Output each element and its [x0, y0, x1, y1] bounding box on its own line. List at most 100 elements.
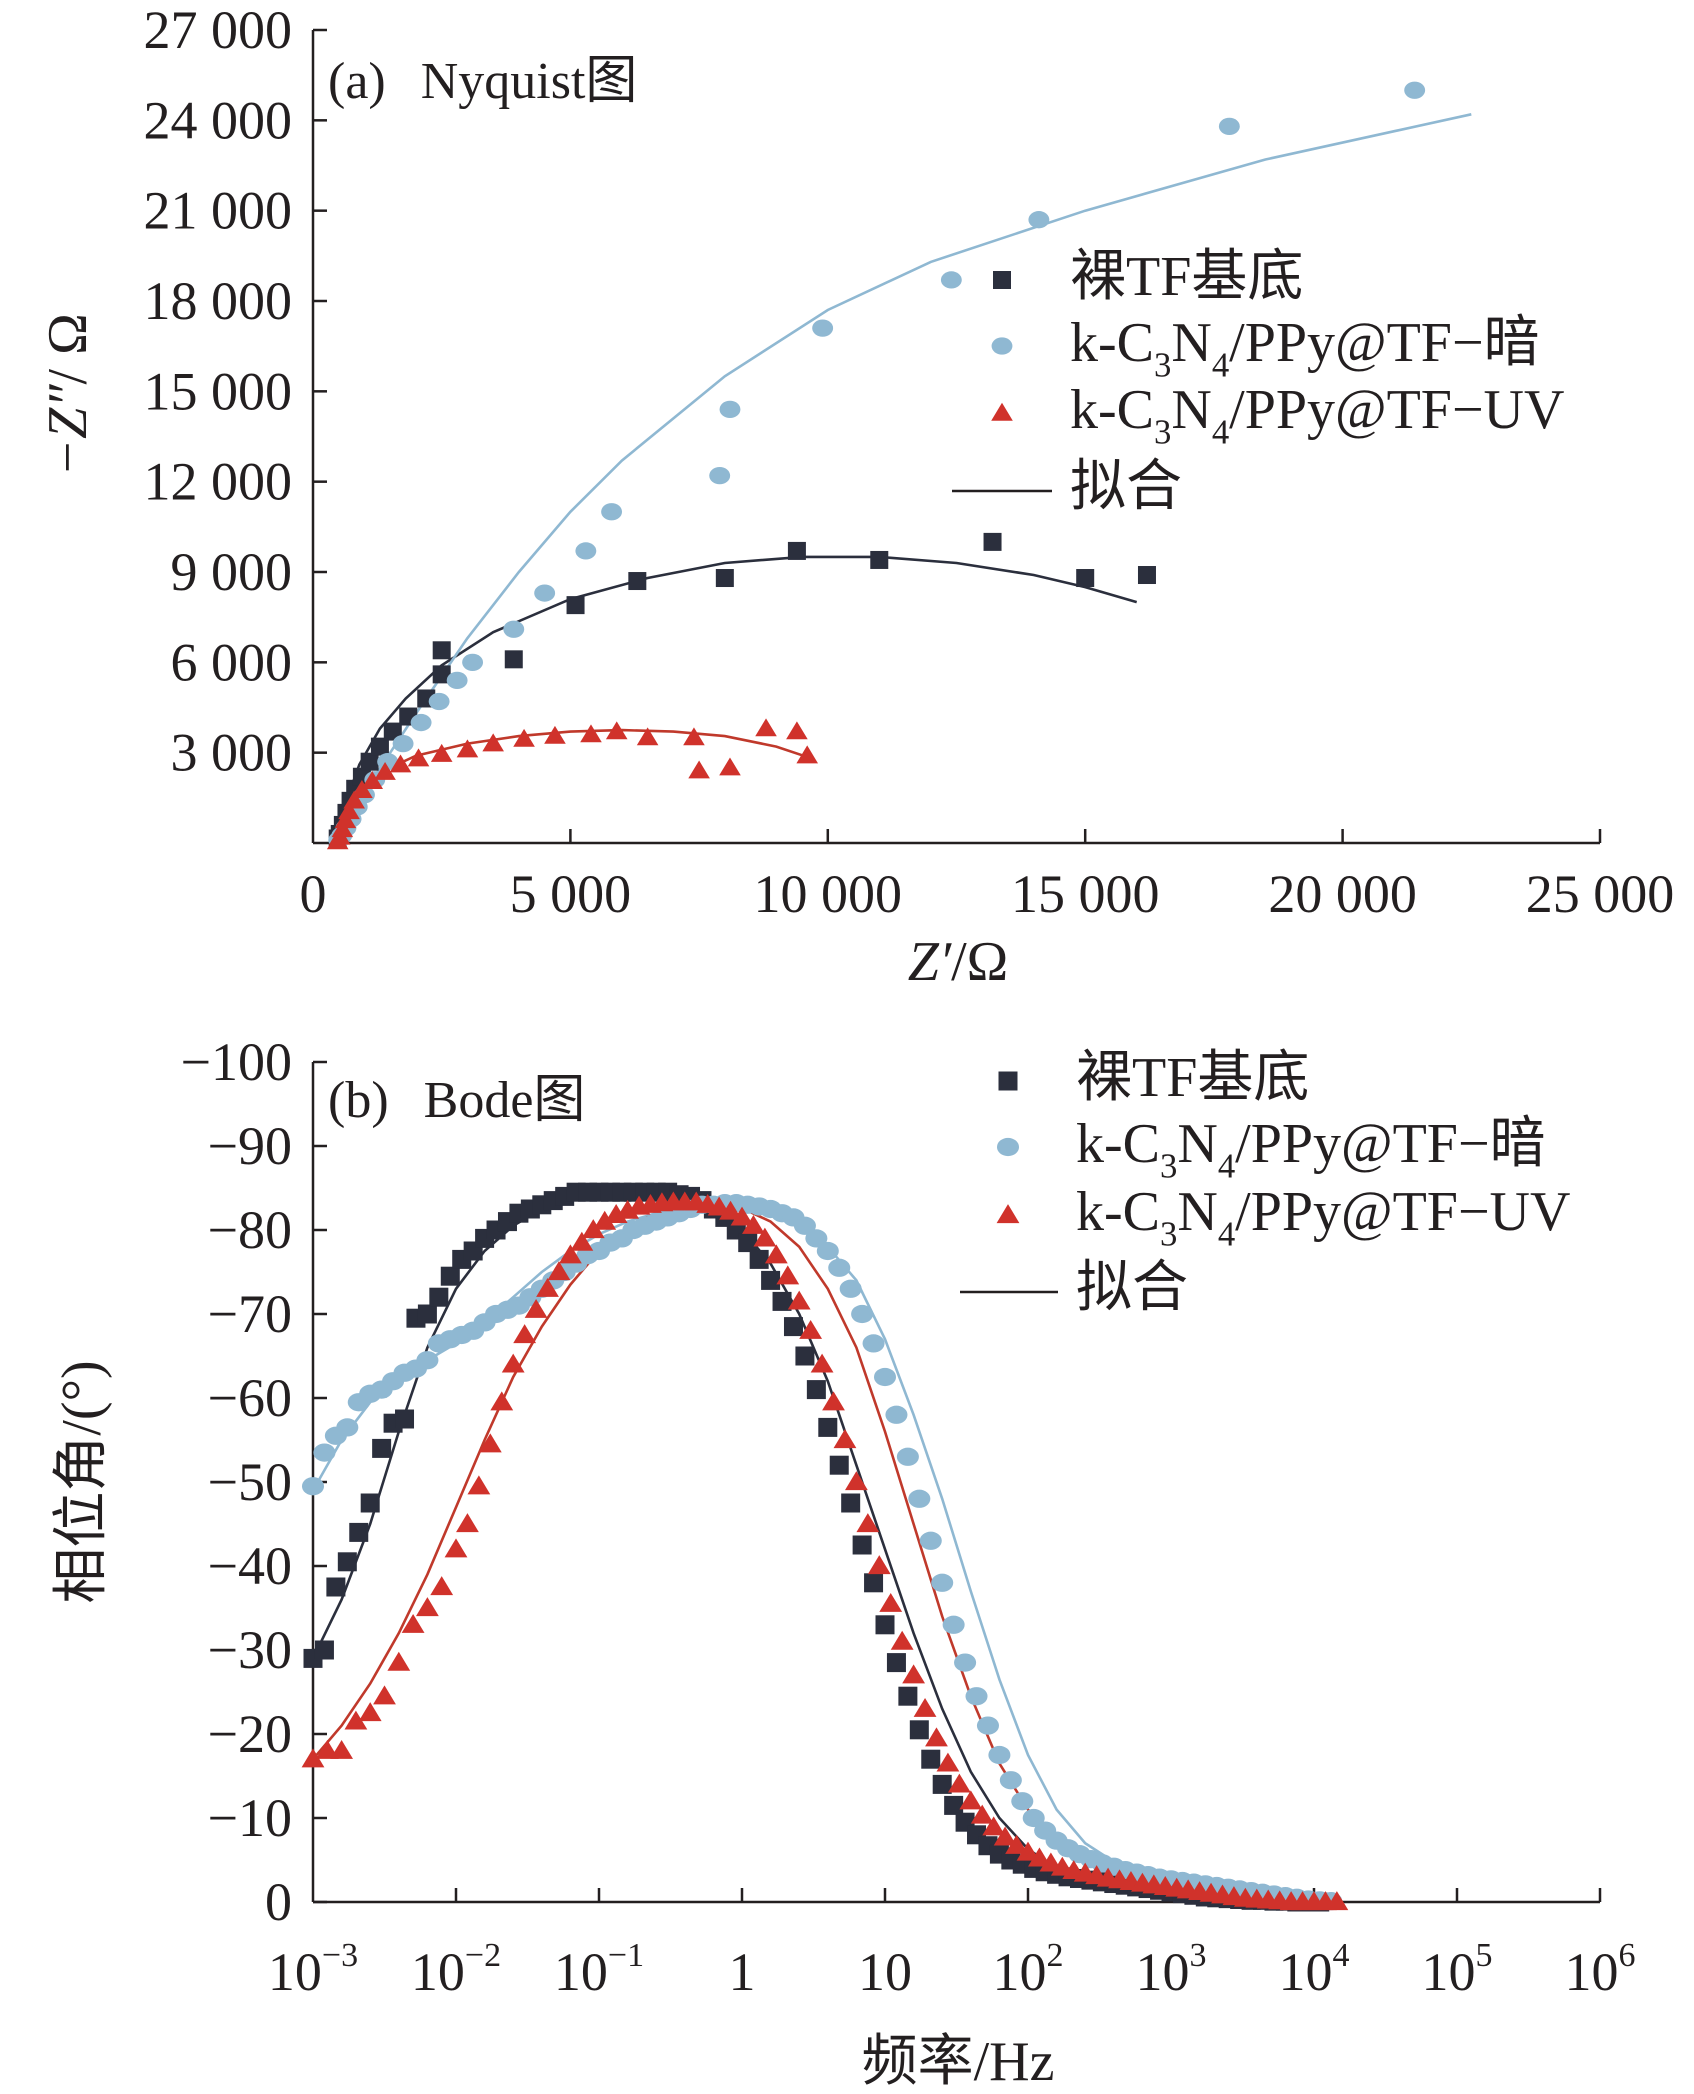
nyquist-x-label: Z′/Ω — [908, 931, 1009, 993]
bode-title: Bode图 — [424, 1072, 586, 1129]
nyquist-y-tick-label: 24 000 — [144, 90, 293, 150]
bode-point-uv — [373, 1685, 396, 1705]
bode-point-bare — [761, 1270, 781, 1290]
nyquist-legend-label-dark-part: 3 — [1154, 346, 1171, 385]
nyquist-x-tick-label: 0 — [300, 864, 327, 924]
nyquist-point-bare — [1076, 569, 1095, 588]
nyquist-point-uv — [719, 757, 741, 776]
bode-y-tick-label: −50 — [208, 1452, 292, 1512]
nyquist-panel-label: (a) Nyquist图 — [328, 53, 637, 110]
nyquist-point-dark — [410, 713, 432, 732]
bode-x-tick-base: 10 — [1422, 1942, 1476, 2002]
bode-x-tick-label: 105 — [1422, 1937, 1493, 2002]
bode-point-bare — [841, 1493, 861, 1513]
nyquist-point-uv — [374, 761, 396, 780]
nyquist-point-uv — [544, 725, 566, 744]
bode-point-uv — [810, 1353, 834, 1373]
nyquist-point-uv — [786, 721, 808, 740]
bode-point-bare — [806, 1380, 826, 1400]
bode-point-dark — [896, 1447, 919, 1466]
bode-point-bare — [349, 1522, 369, 1542]
nyquist-point-dark — [601, 503, 623, 521]
nyquist-point-dark — [446, 671, 468, 690]
bode-point-uv — [947, 1773, 971, 1793]
bode-point-dark — [805, 1229, 828, 1248]
bode-x-tick-exp: 5 — [1476, 1937, 1493, 1974]
bode-x-tick-base: 10 — [554, 1942, 608, 2002]
bode-x-tick-base: 10 — [858, 1942, 912, 2002]
bode-y-tick-label: −80 — [208, 1200, 292, 1260]
bode-point-uv — [330, 1739, 353, 1759]
bode-point-bare — [326, 1577, 346, 1597]
bode-x-tick-exp: 6 — [1619, 1937, 1636, 1974]
bode-legend-label-bare: 裸TF基底 — [1076, 1047, 1309, 1109]
bode-point-bare — [864, 1573, 884, 1593]
nyquist-point-dark — [1404, 81, 1426, 99]
bode-fit-lines — [311, 1190, 1343, 1904]
bode-x-tick-label: 102 — [993, 1937, 1064, 2002]
nyquist-legend-label-uv-part: 3 — [1154, 413, 1171, 452]
bode-point-dark — [919, 1531, 942, 1550]
bode-point-uv — [787, 1290, 811, 1310]
bode-point-uv — [344, 1710, 368, 1730]
bode-point-bare — [417, 1304, 437, 1324]
bode-point-uv — [593, 1210, 617, 1230]
nyquist-point-dark — [503, 620, 525, 638]
nyquist-x-tick-label: 25 000 — [1526, 864, 1675, 924]
bode-x-tick-label: 103 — [1136, 1937, 1207, 2002]
nyquist-legend-label-uv-part: k-C — [1070, 379, 1154, 441]
bode-point-bare — [360, 1493, 380, 1513]
nyquist-point-bare — [870, 550, 889, 569]
bode-point-uv — [547, 1261, 571, 1281]
bode-y-tick-label: −20 — [208, 1704, 292, 1764]
bode-point-uv — [1016, 1841, 1040, 1861]
nyquist-point-bare — [1137, 566, 1156, 585]
bode-point-uv — [993, 1826, 1017, 1846]
bode-point-dark — [839, 1279, 862, 1298]
nyquist-point-bare — [787, 541, 806, 560]
bode-point-dark — [965, 1687, 988, 1706]
nyquist-point-uv — [407, 748, 430, 767]
bode-panel-letter: (b) — [328, 1072, 389, 1129]
bode-point-uv — [416, 1597, 439, 1617]
bode-y-tick-label: −40 — [208, 1536, 292, 1596]
bode-point-uv — [1325, 1891, 1349, 1911]
bode-legend-label-dark-part: 3 — [1160, 1147, 1177, 1186]
bode-legend-label-uv: k-C3N4/PPy@TF−UV — [1076, 1181, 1570, 1254]
nyquist-fit-bare-line — [336, 555, 1138, 839]
nyquist-y-label: −Z″/ Ω — [37, 313, 99, 476]
bode-legend-label-uv-part: /PPy@TF−UV — [1235, 1181, 1570, 1243]
nyquist-legend-marker-bare — [993, 271, 1011, 289]
bode-point-uv — [936, 1752, 960, 1772]
bode-point-uv — [570, 1231, 594, 1251]
bode-point-uv — [536, 1277, 559, 1297]
nyquist-point-uv — [334, 810, 357, 829]
bode-point-dark — [976, 1716, 999, 1735]
bode-x-tick-label: 1 — [729, 1942, 756, 2002]
bode-y-tick-label: 0 — [265, 1872, 292, 1932]
bode-legend-label-uv-part: 4 — [1218, 1215, 1235, 1254]
nyquist-x-tick-label: 15 000 — [1011, 864, 1160, 924]
nyquist-legend-label-uv-part: /PPy@TF−UV — [1229, 379, 1564, 441]
bode-point-uv — [1028, 1847, 1051, 1867]
bode-point-uv — [467, 1475, 491, 1495]
bode-point-uv — [430, 1576, 454, 1596]
nyquist-title: Nyquist图 — [421, 53, 638, 110]
nyquist-point-dark — [709, 467, 731, 485]
nyquist-legend-label-dark-part: 4 — [1212, 346, 1229, 385]
bode-point-uv — [959, 1790, 983, 1810]
bode-x-tick-exp: 4 — [1333, 1937, 1350, 1974]
bode-point-bare — [886, 1653, 906, 1673]
nyquist-legend-label-dark-part: k-C — [1070, 312, 1154, 374]
bode-legend-label-dark-part: 4 — [1218, 1147, 1235, 1186]
bode-point-uv — [1005, 1834, 1028, 1854]
bode-point-dark — [942, 1615, 965, 1634]
bode-y-tick-label: −30 — [208, 1620, 292, 1680]
bode-point-bare — [921, 1749, 941, 1769]
bode-x-label: 频率/Hz — [862, 2031, 1055, 2093]
nyquist-point-dark — [575, 542, 597, 560]
bode-point-bare — [772, 1291, 792, 1311]
bode-plot: 10−3 10−2 10−1 1 10 102 103 104 105 106 0−10−20−3… — [51, 1032, 1636, 2093]
bode-point-uv — [456, 1513, 479, 1533]
